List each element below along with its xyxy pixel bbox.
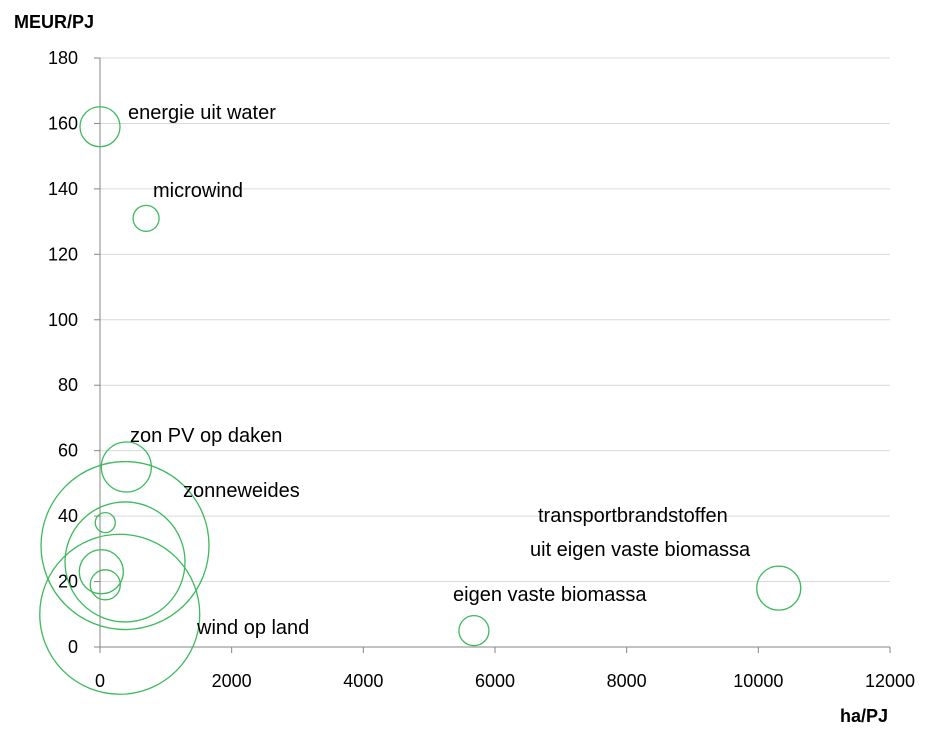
bubble (79, 106, 121, 148)
bubble (89, 569, 121, 601)
annotation: zonneweides (183, 480, 300, 502)
annotation: uit eigen vaste biomassa (530, 539, 751, 561)
x-tick-label: 2000 (212, 671, 252, 691)
annotation: energie uit water (128, 102, 276, 124)
x-tick-label: 4000 (343, 671, 383, 691)
bubble (78, 549, 124, 595)
x-tick-label: 8000 (607, 671, 647, 691)
y-axis-label: MEUR/PJ (14, 12, 94, 32)
annotation: transportbrandstoffen (538, 505, 728, 527)
x-axis-label: ha/PJ (840, 706, 888, 726)
y-tick-label: 60 (58, 441, 78, 461)
bubble (64, 501, 186, 623)
bubble (39, 533, 201, 695)
x-tick-label: 12000 (865, 671, 915, 691)
y-tick-label: 0 (68, 637, 78, 657)
annotation: wind op land (196, 617, 309, 639)
x-tick-label: 10000 (733, 671, 783, 691)
bubble (100, 441, 152, 493)
bubble (132, 204, 160, 232)
y-tick-label: 180 (48, 48, 78, 68)
x-tick-label: 6000 (475, 671, 515, 691)
y-tick-label: 80 (58, 375, 78, 395)
y-tick-label: 120 (48, 244, 78, 264)
x-tick-label: 0 (95, 671, 105, 691)
y-tick-label: 160 (48, 113, 78, 133)
annotation: eigen vaste biomassa (453, 584, 647, 606)
y-tick-label: 40 (58, 506, 78, 526)
bubble (40, 460, 210, 631)
y-tick-label: 100 (48, 310, 78, 330)
bubble (458, 614, 490, 647)
annotation: zon PV op daken (130, 425, 282, 447)
bubble (756, 565, 802, 611)
y-tick-label: 140 (48, 179, 78, 199)
bubble (94, 512, 116, 534)
annotation: microwind (153, 180, 243, 202)
